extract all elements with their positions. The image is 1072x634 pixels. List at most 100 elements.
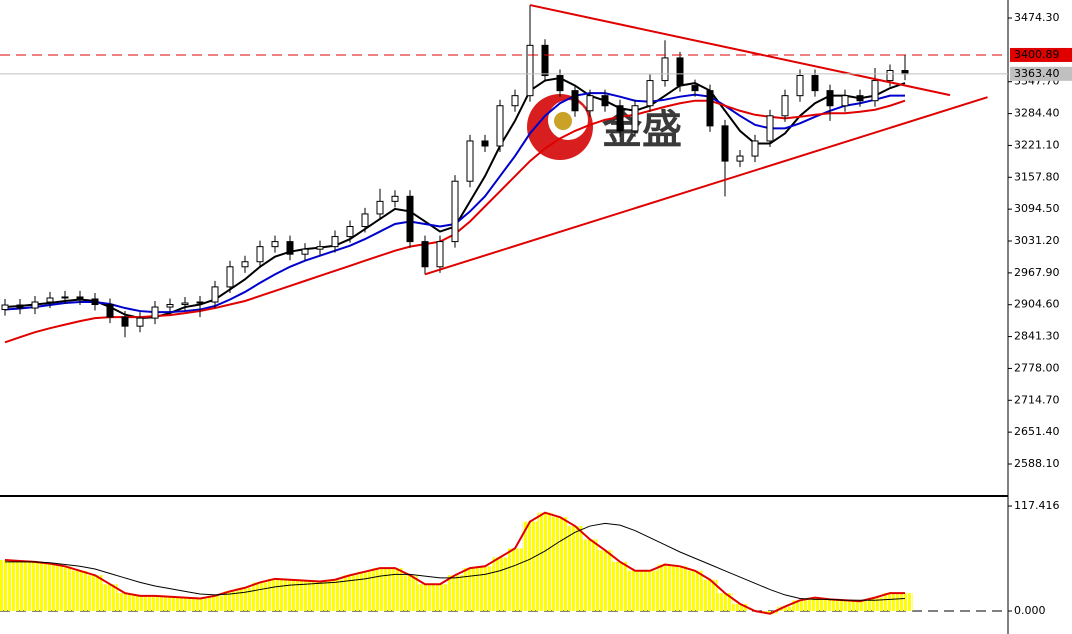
y-tick-label: 2714.70 bbox=[1014, 393, 1060, 406]
histogram-bar bbox=[237, 587, 253, 612]
histogram-bar bbox=[852, 601, 868, 612]
histogram-bar bbox=[477, 566, 493, 612]
candle-body bbox=[61, 296, 69, 299]
histogram-bar bbox=[372, 568, 388, 612]
candle-body bbox=[376, 200, 384, 215]
histogram-bar bbox=[492, 557, 508, 612]
histogram-bar bbox=[867, 597, 883, 612]
histogram-bar bbox=[192, 598, 208, 612]
candle-body bbox=[466, 140, 474, 182]
candle-body bbox=[796, 75, 804, 97]
candle-body bbox=[136, 317, 144, 327]
candle-body bbox=[241, 261, 249, 268]
histogram-bar bbox=[642, 570, 658, 612]
candle-body bbox=[271, 241, 279, 248]
histogram-bar bbox=[282, 579, 298, 612]
candle-body bbox=[661, 57, 669, 82]
signal-line bbox=[5, 522, 906, 601]
y-tick-label: 3284.40 bbox=[1014, 107, 1060, 120]
y-tick-label: 2588.10 bbox=[1014, 457, 1060, 470]
candle-body bbox=[106, 304, 114, 318]
histogram-bar bbox=[732, 603, 748, 612]
histogram-outline bbox=[4, 511, 905, 615]
histogram-bar bbox=[777, 606, 793, 612]
candle-body bbox=[856, 95, 864, 102]
candle-body bbox=[721, 125, 729, 162]
candle-body bbox=[256, 246, 264, 263]
trendline bbox=[424, 96, 988, 276]
candle-body bbox=[526, 44, 534, 97]
candle-body bbox=[196, 301, 204, 304]
y-tick-label: 3474.30 bbox=[1014, 11, 1060, 24]
histogram-bar bbox=[327, 579, 343, 612]
y-tick-label: 2904.60 bbox=[1014, 298, 1060, 311]
histogram-bar bbox=[42, 563, 58, 612]
histogram-bar bbox=[807, 597, 823, 612]
histogram-bar bbox=[597, 550, 613, 612]
histogram-bar bbox=[897, 593, 913, 612]
candle-body bbox=[301, 248, 309, 255]
candle-body bbox=[286, 241, 294, 255]
candle-body bbox=[751, 140, 759, 157]
candle-body bbox=[226, 266, 234, 288]
y-tick-label: 3221.10 bbox=[1014, 138, 1060, 151]
y-tick-label: 3157.80 bbox=[1014, 170, 1060, 183]
histogram-bar bbox=[627, 570, 643, 612]
logo-dot bbox=[554, 112, 572, 130]
price-level-label: 3363.40 bbox=[1014, 67, 1060, 80]
y-tick-label: 2841.30 bbox=[1014, 330, 1060, 343]
histogram-bar bbox=[27, 561, 43, 612]
trendline bbox=[529, 4, 951, 97]
histogram-bar bbox=[0, 560, 13, 612]
histogram-bar bbox=[297, 580, 313, 612]
candle-body bbox=[361, 213, 369, 228]
candle-body bbox=[316, 246, 324, 250]
histogram-bar bbox=[717, 593, 733, 612]
candle-body bbox=[76, 296, 84, 300]
histogram-bar bbox=[387, 568, 403, 612]
candle-body bbox=[646, 80, 654, 107]
histogram-bar bbox=[567, 526, 583, 612]
candle-body bbox=[391, 195, 399, 202]
candle-body bbox=[1, 304, 9, 311]
histogram-bar bbox=[552, 517, 568, 612]
candle-body bbox=[886, 70, 894, 82]
candle-body bbox=[181, 302, 189, 306]
histogram-bar bbox=[462, 568, 478, 612]
histogram-bar bbox=[342, 575, 358, 612]
price-level-box bbox=[1010, 66, 1072, 81]
candle-body bbox=[421, 241, 429, 268]
candle-body bbox=[511, 95, 519, 107]
candle-body bbox=[826, 90, 834, 107]
candle-body bbox=[46, 297, 54, 303]
candle-body bbox=[406, 195, 414, 243]
histogram-bar bbox=[177, 597, 193, 612]
histogram-bar bbox=[822, 599, 838, 612]
histogram-bar bbox=[147, 595, 163, 612]
candle-body bbox=[586, 95, 594, 112]
histogram-bar bbox=[357, 571, 373, 612]
histogram-bar bbox=[252, 582, 268, 612]
candle-body bbox=[631, 105, 639, 132]
histogram-bar bbox=[702, 579, 718, 612]
candle-body bbox=[541, 44, 549, 77]
histogram-bar bbox=[687, 570, 703, 612]
histogram-bar bbox=[792, 600, 808, 612]
candle-body bbox=[436, 241, 444, 268]
y-tick-label: 3031.20 bbox=[1014, 234, 1060, 247]
candle-body bbox=[766, 115, 774, 142]
histogram-bar bbox=[102, 584, 118, 612]
watermark-text: 金盛 bbox=[601, 107, 682, 153]
candle-body bbox=[31, 301, 39, 309]
candle-body bbox=[496, 105, 504, 147]
histogram-bar bbox=[267, 578, 283, 612]
histogram-bar bbox=[87, 575, 103, 612]
candle-body bbox=[571, 90, 579, 112]
candle-body bbox=[556, 75, 564, 92]
histogram-bar bbox=[222, 591, 238, 612]
price-level-box bbox=[1010, 47, 1072, 62]
candle-body bbox=[736, 155, 744, 162]
candle-body bbox=[706, 90, 714, 127]
histogram-bar bbox=[57, 566, 73, 612]
